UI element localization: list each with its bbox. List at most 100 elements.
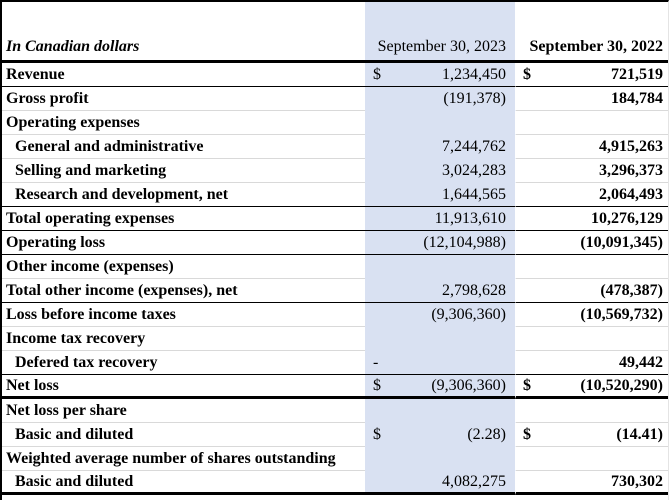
currency-symbol-2023: $ bbox=[373, 425, 381, 443]
row-label: General and administrative bbox=[2, 135, 365, 159]
row-label: Net loss per share bbox=[2, 399, 365, 423]
row-label: Operating expenses bbox=[2, 111, 365, 135]
table-row: Defered tax recovery - 49,442 bbox=[2, 351, 668, 375]
value-cell-2022 bbox=[516, 111, 668, 135]
value-cell-2023: $ 1,234,450 bbox=[365, 63, 516, 87]
value-2023: (2.28) bbox=[467, 425, 506, 443]
row-label: Gross profit bbox=[2, 87, 365, 111]
value-2022: (10,520,290) bbox=[580, 376, 663, 394]
value-2022: 4,915,263 bbox=[599, 137, 663, 155]
value-cell-2022 bbox=[516, 399, 668, 423]
value-cell-2022: 3,296,373 bbox=[516, 159, 668, 183]
value-cell-2022: 184,784 bbox=[516, 87, 668, 111]
table-row: Total operating expenses 11,913,610 10,2… bbox=[2, 207, 668, 231]
value-cell-2023: (9,306,360) bbox=[365, 303, 516, 327]
value-cell-2022: (10,569,732) bbox=[516, 303, 668, 327]
row-label: Defered tax recovery bbox=[2, 351, 365, 375]
table-row: Income tax recovery bbox=[2, 327, 668, 351]
value-2023: 11,913,610 bbox=[434, 209, 506, 227]
value-2022: 730,302 bbox=[611, 472, 663, 490]
table-row: Weighted average number of shares outsta… bbox=[2, 447, 668, 471]
value-cell-2023: $ (2.28) bbox=[365, 423, 516, 447]
value-cell-2023 bbox=[365, 447, 516, 471]
value-2023: (12,104,988) bbox=[423, 233, 506, 251]
row-label: Loss before income taxes bbox=[2, 303, 365, 327]
value-cell-2023: 4,082,275 bbox=[365, 471, 516, 495]
table-row: Revenue $ 1,234,450 $ 721,519 bbox=[2, 63, 668, 87]
value-2022: 184,784 bbox=[611, 89, 663, 107]
currency-note: In Canadian dollars bbox=[6, 38, 140, 56]
table-row: General and administrative 7,244,762 4,9… bbox=[2, 135, 668, 159]
value-2023: 4,082,275 bbox=[442, 472, 506, 490]
value-cell-2022: (478,387) bbox=[516, 279, 668, 303]
value-cell-2023 bbox=[365, 255, 516, 279]
row-label: Selling and marketing bbox=[2, 159, 365, 183]
row-label: Weighted average number of shares outsta… bbox=[2, 447, 365, 471]
currency-symbol-2022: $ bbox=[523, 425, 531, 443]
value-cell-2022 bbox=[516, 327, 668, 351]
value-cell-2023: 1,644,565 bbox=[365, 183, 516, 207]
value-cell-2022: 2,064,493 bbox=[516, 183, 668, 207]
value-2023: (191,378) bbox=[443, 89, 506, 107]
currency-symbol-2023: $ bbox=[373, 65, 381, 83]
value-cell-2023: 3,024,283 bbox=[365, 159, 516, 183]
row-label: Revenue bbox=[2, 63, 365, 87]
row-label: Income tax recovery bbox=[2, 327, 365, 351]
value-cell-2023 bbox=[365, 327, 516, 351]
currency-symbol-2022: $ bbox=[523, 376, 531, 394]
row-label: Net loss bbox=[2, 375, 365, 399]
value-2022: 10,276,129 bbox=[591, 209, 663, 227]
currency-symbol-2023: $ bbox=[373, 376, 381, 394]
value-cell-2022: $ 721,519 bbox=[516, 63, 668, 87]
value-2022: 2,064,493 bbox=[599, 185, 663, 203]
value-cell-2022 bbox=[516, 255, 668, 279]
value-cell-2022: 4,915,263 bbox=[516, 135, 668, 159]
row-label: Research and development, net bbox=[2, 183, 365, 207]
table-row: Operating loss (12,104,988) (10,091,345) bbox=[2, 231, 668, 255]
table-header-row: In Canadian dollars September 30, 2023 S… bbox=[2, 2, 668, 63]
table-row: Total other income (expenses), net 2,798… bbox=[2, 279, 668, 303]
value-cell-2023: (12,104,988) bbox=[365, 231, 516, 255]
value-cell-2023: 11,913,610 bbox=[365, 207, 516, 231]
value-cell-2022: (10,091,345) bbox=[516, 231, 668, 255]
table-body: Revenue $ 1,234,450 $ 721,519 Gross prof… bbox=[2, 63, 668, 495]
table-row: Net loss per share bbox=[2, 399, 668, 423]
value-2023: 2,798,628 bbox=[442, 281, 506, 299]
value-cell-2023 bbox=[365, 399, 516, 423]
value-cell-2023: (191,378) bbox=[365, 87, 516, 111]
row-label: Operating loss bbox=[2, 231, 365, 255]
value-cell-2022 bbox=[516, 447, 668, 471]
table-row: Research and development, net 1,644,565 … bbox=[2, 183, 668, 207]
value-2022: 721,519 bbox=[611, 65, 663, 83]
value-cell-2023: 2,798,628 bbox=[365, 279, 516, 303]
value-2023: 3,024,283 bbox=[442, 161, 506, 179]
value-cell-2023 bbox=[365, 111, 516, 135]
value-cell-2022: 49,442 bbox=[516, 351, 668, 375]
currency-symbol-2023: - bbox=[373, 353, 379, 371]
value-cell-2023: - bbox=[365, 351, 516, 375]
value-2023: (9,306,360) bbox=[431, 305, 506, 323]
column-header-2023: September 30, 2023 bbox=[365, 2, 516, 60]
value-cell-2023: $ (9,306,360) bbox=[365, 375, 516, 399]
table-row: Basic and diluted $ (2.28) $ (14.41) bbox=[2, 423, 668, 447]
row-label: Total other income (expenses), net bbox=[2, 279, 365, 303]
value-cell-2022: $ (10,520,290) bbox=[516, 375, 668, 399]
table-row: Basic and diluted 4,082,275 730,302 bbox=[2, 471, 668, 495]
row-label: Total operating expenses bbox=[2, 207, 365, 231]
value-2022: (10,569,732) bbox=[580, 305, 663, 323]
value-2023: (9,306,360) bbox=[431, 376, 506, 394]
value-cell-2023: 7,244,762 bbox=[365, 135, 516, 159]
table-row: Selling and marketing 3,024,283 3,296,37… bbox=[2, 159, 668, 183]
value-2022: (10,091,345) bbox=[580, 233, 663, 251]
value-2023: 1,644,565 bbox=[442, 185, 506, 203]
value-2022: (478,387) bbox=[600, 281, 663, 299]
value-2023: 1,234,450 bbox=[442, 65, 506, 83]
table-row: Other income (expenses) bbox=[2, 255, 668, 279]
table-row: Net loss $ (9,306,360) $ (10,520,290) bbox=[2, 375, 668, 399]
value-cell-2022: $ (14.41) bbox=[516, 423, 668, 447]
value-2022: 49,442 bbox=[619, 353, 663, 371]
column-header-2022: September 30, 2022 bbox=[529, 38, 663, 56]
value-2023: 7,244,762 bbox=[442, 137, 506, 155]
row-label: Other income (expenses) bbox=[2, 255, 365, 279]
